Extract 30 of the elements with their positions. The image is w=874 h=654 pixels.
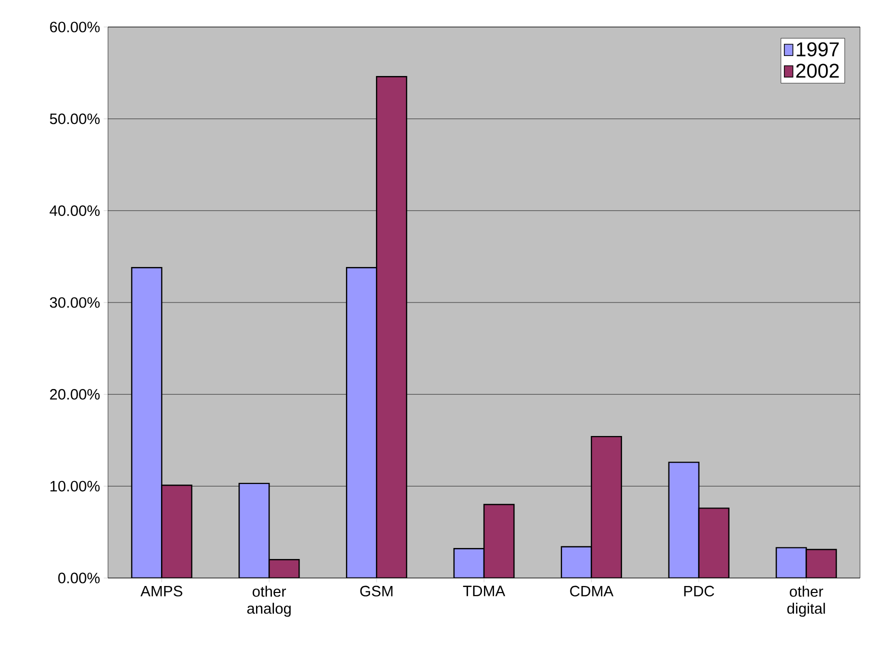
bar xyxy=(590,436,622,578)
legend-label: 1997 xyxy=(796,42,839,56)
bar xyxy=(238,482,270,578)
y-tick-label: 10.00% xyxy=(50,480,100,492)
x-tick-label: GSM xyxy=(360,586,392,596)
x-tick-label: other digital xyxy=(787,586,825,617)
x-tick-label: PDC xyxy=(684,586,714,596)
bar xyxy=(161,484,192,578)
bar xyxy=(268,559,300,578)
x-tick-label: TDMA xyxy=(463,586,506,596)
y-tick-label: 0.00% xyxy=(58,572,100,584)
bar xyxy=(376,76,408,578)
bar xyxy=(698,508,730,578)
y-tick-label: 60.00% xyxy=(50,22,100,32)
x-tick-label: CDMA xyxy=(570,586,614,596)
y-tick-label: 20.00% xyxy=(50,389,100,400)
bar xyxy=(131,267,162,578)
legend-label: 2002 xyxy=(796,64,839,78)
y-tick-label: 40.00% xyxy=(50,205,100,216)
bar xyxy=(668,462,700,578)
x-tick-label: other analog xyxy=(247,586,291,617)
bar xyxy=(560,546,592,578)
bar xyxy=(346,267,378,578)
y-tick-label: 30.00% xyxy=(50,297,100,308)
bar xyxy=(483,504,515,578)
y-tick-label: 50.00% xyxy=(50,114,100,124)
x-tick-label: AMPS xyxy=(140,586,182,596)
bar xyxy=(806,548,837,578)
bar xyxy=(453,548,485,578)
bar xyxy=(776,547,807,578)
